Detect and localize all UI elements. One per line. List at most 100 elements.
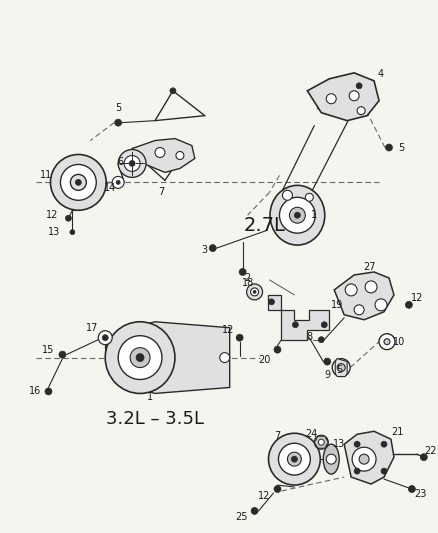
Circle shape — [112, 176, 124, 188]
Polygon shape — [140, 322, 230, 393]
Circle shape — [321, 322, 327, 328]
Polygon shape — [132, 139, 195, 172]
Circle shape — [65, 215, 71, 221]
Text: 5: 5 — [115, 103, 121, 112]
Circle shape — [253, 290, 256, 293]
Circle shape — [209, 245, 216, 252]
Circle shape — [365, 281, 377, 293]
Circle shape — [406, 301, 413, 308]
Polygon shape — [307, 73, 379, 120]
Text: 5: 5 — [336, 365, 343, 375]
Circle shape — [318, 337, 324, 343]
Circle shape — [45, 388, 52, 395]
Circle shape — [290, 207, 305, 223]
Circle shape — [283, 190, 293, 200]
Text: 4: 4 — [378, 69, 384, 79]
Text: 9: 9 — [324, 369, 330, 379]
Circle shape — [375, 299, 387, 311]
Circle shape — [124, 156, 140, 172]
Circle shape — [115, 119, 122, 126]
Text: 21: 21 — [391, 427, 403, 437]
Text: 14: 14 — [104, 183, 117, 193]
Circle shape — [268, 299, 275, 305]
Circle shape — [291, 456, 297, 462]
Circle shape — [354, 305, 364, 315]
Polygon shape — [335, 359, 347, 376]
Circle shape — [70, 230, 75, 235]
Circle shape — [247, 284, 262, 300]
Circle shape — [357, 107, 365, 115]
Ellipse shape — [323, 444, 339, 474]
Circle shape — [98, 330, 112, 345]
Circle shape — [220, 353, 230, 362]
Text: 15: 15 — [42, 345, 55, 354]
Circle shape — [379, 334, 395, 350]
Text: 13: 13 — [48, 227, 60, 237]
Text: 11: 11 — [40, 171, 53, 180]
Text: 27: 27 — [363, 262, 375, 272]
Circle shape — [50, 155, 106, 210]
Circle shape — [337, 364, 345, 372]
Circle shape — [75, 180, 81, 185]
Text: 19: 19 — [331, 300, 343, 310]
Circle shape — [305, 193, 313, 201]
Text: 17: 17 — [86, 322, 99, 333]
Circle shape — [130, 348, 150, 368]
Circle shape — [326, 94, 336, 104]
Circle shape — [408, 486, 415, 492]
Text: 1: 1 — [147, 392, 153, 402]
Circle shape — [176, 151, 184, 159]
Circle shape — [236, 334, 243, 341]
Text: 6: 6 — [117, 157, 123, 167]
Circle shape — [274, 346, 281, 353]
Circle shape — [384, 338, 390, 345]
Text: 23: 23 — [415, 489, 427, 499]
Circle shape — [314, 435, 328, 449]
Circle shape — [268, 433, 320, 485]
Circle shape — [102, 335, 108, 341]
Circle shape — [118, 150, 146, 177]
Circle shape — [354, 441, 360, 447]
Circle shape — [381, 441, 387, 447]
Circle shape — [170, 88, 176, 94]
Circle shape — [349, 91, 359, 101]
Circle shape — [118, 336, 162, 379]
Circle shape — [116, 180, 120, 184]
Text: 20: 20 — [258, 354, 271, 365]
Text: 25: 25 — [235, 512, 248, 522]
Text: 18: 18 — [241, 278, 254, 288]
Text: 2: 2 — [244, 273, 251, 283]
Circle shape — [324, 358, 331, 365]
Text: 7: 7 — [274, 431, 281, 441]
Text: 12: 12 — [46, 210, 59, 220]
Polygon shape — [314, 436, 328, 448]
Text: 7: 7 — [158, 187, 164, 197]
Circle shape — [129, 160, 135, 166]
Circle shape — [359, 454, 369, 464]
Circle shape — [136, 353, 144, 361]
Circle shape — [274, 486, 281, 492]
Circle shape — [155, 148, 165, 157]
Circle shape — [251, 507, 258, 514]
Ellipse shape — [270, 185, 325, 245]
Polygon shape — [268, 295, 329, 340]
Text: 3.2L – 3.5L: 3.2L – 3.5L — [106, 410, 204, 429]
Text: 24: 24 — [305, 429, 318, 439]
Circle shape — [381, 468, 387, 474]
Text: 22: 22 — [424, 446, 437, 456]
Text: 2.7L: 2.7L — [244, 216, 286, 235]
Polygon shape — [334, 272, 394, 320]
Text: 3: 3 — [202, 245, 208, 255]
Polygon shape — [344, 431, 394, 484]
Circle shape — [279, 197, 315, 233]
Circle shape — [239, 269, 246, 276]
Circle shape — [294, 212, 300, 218]
Text: 10: 10 — [393, 337, 405, 346]
Circle shape — [332, 359, 350, 376]
Circle shape — [59, 351, 66, 358]
Circle shape — [287, 452, 301, 466]
Circle shape — [279, 443, 311, 475]
Circle shape — [71, 174, 86, 190]
Text: 16: 16 — [29, 386, 42, 397]
Circle shape — [420, 454, 427, 461]
